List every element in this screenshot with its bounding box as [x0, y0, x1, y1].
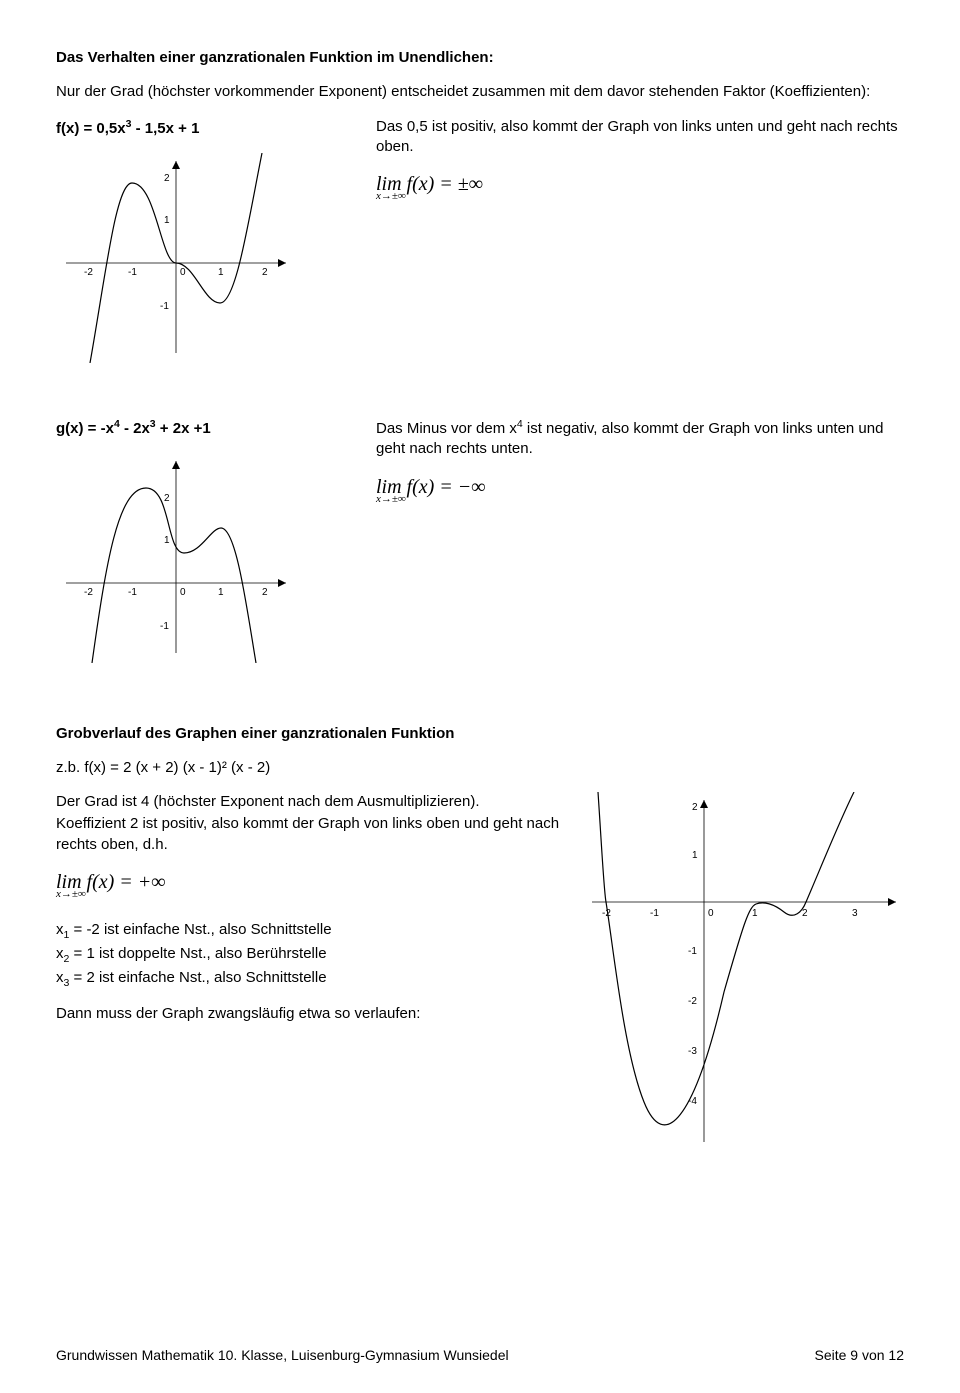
svg-text:-1: -1 — [160, 301, 169, 312]
ex1-limit: lim f(x) = ±∞ x→±∞ — [376, 171, 904, 198]
grob-chart: -2-1 01 23 12 -1-2 -3-4 — [584, 792, 904, 1152]
grob-nst1: x1 = -2 ist einfache Nst., also Schnitts… — [56, 920, 564, 942]
svg-text:-1: -1 — [160, 621, 169, 632]
svg-text:2: 2 — [164, 173, 170, 184]
ex1-desc: Das 0,5 ist positiv, also kommt der Grap… — [376, 117, 904, 158]
ex1-func: f(x) = 0,5x3 - 1,5x + 1 — [56, 117, 356, 139]
svg-text:0: 0 — [708, 908, 714, 919]
grob-nst3: x3 = 2 ist einfache Nst., also Schnittst… — [56, 968, 564, 990]
ex2-chart: -2 -1 0 1 2 1 2 -1 — [56, 453, 296, 663]
svg-text:0: 0 — [180, 267, 186, 278]
footer-right: Seite 9 von 12 — [814, 1346, 904, 1365]
svg-text:2: 2 — [262, 587, 268, 598]
example-1: f(x) = 0,5x3 - 1,5x + 1 -2 -1 0 1 2 1 2 -1 Da… — [56, 117, 904, 370]
svg-text:-2: -2 — [84, 267, 93, 278]
grob-block: Der Grad ist 4 (höchster Exponent nach d… — [56, 792, 904, 1158]
svg-text:2: 2 — [802, 908, 808, 919]
svg-text:3: 3 — [852, 908, 858, 919]
ex2-desc: Das Minus vor dem x4 ist negativ, also k… — [376, 417, 904, 460]
svg-text:2: 2 — [262, 267, 268, 278]
example-2: g(x) = -x4 - 2x3 + 2x +1 -2 -1 0 1 2 1 2 -1 D… — [56, 417, 904, 670]
footer-left: Grundwissen Mathematik 10. Klasse, Luise… — [56, 1346, 509, 1365]
svg-text:2: 2 — [692, 802, 698, 813]
svg-text:2: 2 — [164, 493, 170, 504]
svg-text:1: 1 — [218, 267, 224, 278]
svg-text:1: 1 — [164, 215, 170, 226]
ex2-func: g(x) = -x4 - 2x3 + 2x +1 — [56, 417, 356, 439]
grob-example: z.b. f(x) = 2 (x + 2) (x - 1)² (x - 2) — [56, 758, 904, 778]
page-title: Das Verhalten einer ganzrationalen Funkt… — [56, 48, 904, 68]
svg-text:1: 1 — [218, 587, 224, 598]
svg-text:1: 1 — [692, 850, 698, 861]
grob-final: Dann muss der Graph zwangsläufig etwa so… — [56, 1004, 564, 1024]
svg-text:-1: -1 — [128, 587, 137, 598]
svg-text:-1: -1 — [128, 267, 137, 278]
grob-limit: lim f(x) = +∞ x→±∞ — [56, 869, 564, 896]
svg-text:1: 1 — [752, 908, 758, 919]
ex2-limit: lim f(x) = −∞ x→±∞ — [376, 474, 904, 501]
intro-text: Nur der Grad (höchster vorkommender Expo… — [56, 82, 904, 102]
grob-line2: Koeffizient 2 ist positiv, also kommt de… — [56, 814, 564, 855]
svg-text:-1: -1 — [688, 946, 697, 957]
svg-text:-2: -2 — [84, 587, 93, 598]
svg-text:-4: -4 — [688, 1096, 697, 1107]
svg-text:-3: -3 — [688, 1046, 697, 1057]
grob-line1: Der Grad ist 4 (höchster Exponent nach d… — [56, 792, 564, 812]
svg-text:-1: -1 — [650, 908, 659, 919]
svg-text:-2: -2 — [688, 996, 697, 1007]
ex1-chart: -2 -1 0 1 2 1 2 -1 — [56, 153, 296, 363]
svg-text:1: 1 — [164, 535, 170, 546]
svg-text:0: 0 — [180, 587, 186, 598]
grob-heading: Grobverlauf des Graphen einer ganzration… — [56, 724, 904, 744]
grob-nst2: x2 = 1 ist doppelte Nst., also Berührste… — [56, 944, 564, 966]
page-footer: Grundwissen Mathematik 10. Klasse, Luise… — [56, 1346, 904, 1365]
